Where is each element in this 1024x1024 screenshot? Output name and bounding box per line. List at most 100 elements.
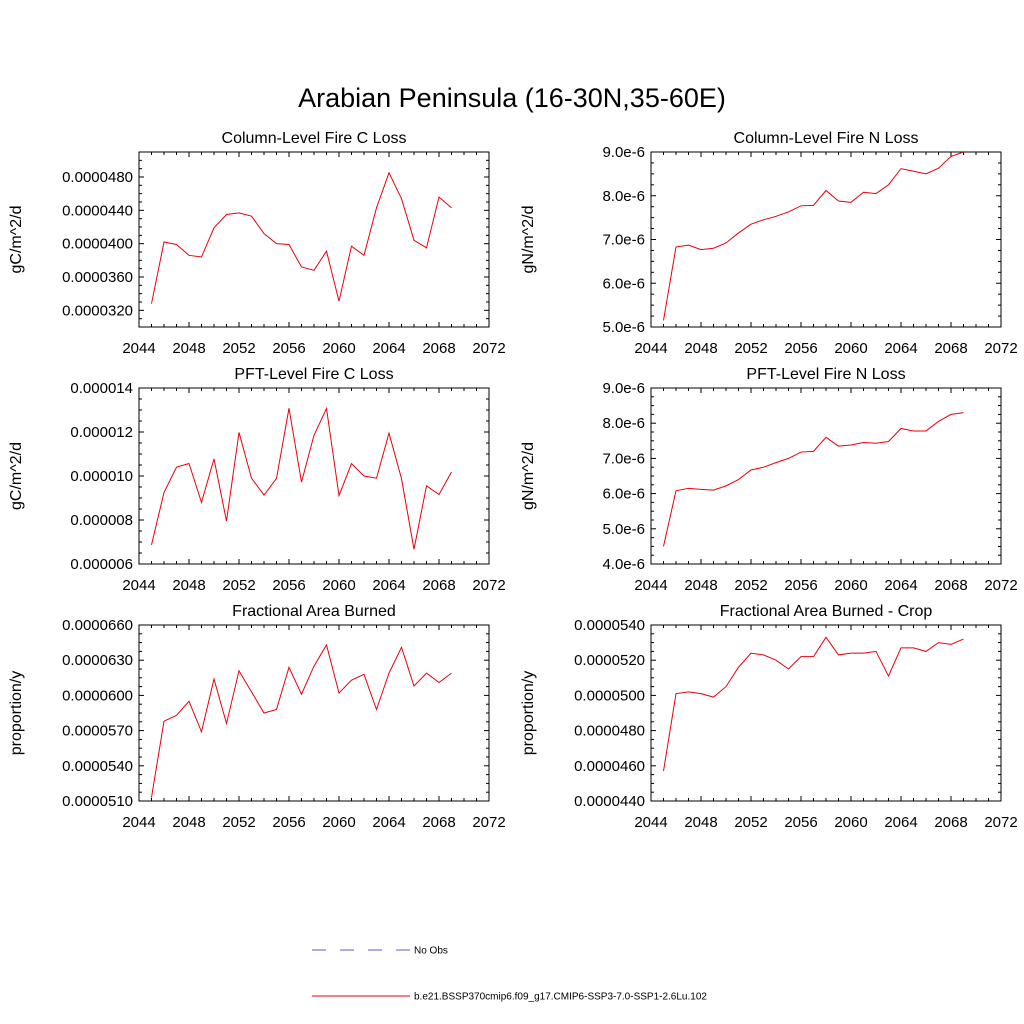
x-tick-label: 2052 <box>734 340 767 357</box>
x-tick-label: 2056 <box>272 814 305 831</box>
figure-title: Arabian Peninsula (16-30N,35-60E) <box>298 83 726 113</box>
series-line <box>151 406 452 550</box>
y-axis-label: gN/m^2/d <box>520 442 537 510</box>
x-tick-label: 2064 <box>884 577 917 594</box>
panel-title: Column-Level Fire C Loss <box>222 130 407 147</box>
panel-title: PFT-Level Fire N Loss <box>746 366 905 383</box>
chart-panel-2: Column-Level Fire N Loss gN/m^2/d 2044 2048… <box>520 130 1018 357</box>
x-tick-label: 2072 <box>984 340 1017 357</box>
y-axis-label: gN/m^2/d <box>520 206 537 274</box>
x-tick-label: 2048 <box>172 340 205 357</box>
y-tick-label: 0.000006 <box>70 556 133 573</box>
y-axis-label: proportion/y <box>8 671 25 756</box>
legend-item-run: b.e21.BSSP370cmip6.f09_g17.CMIP6-SSP3-7.… <box>312 992 707 1003</box>
chart-panel-5: Fractional Area Burned proportion/y 2044 20… <box>8 603 506 831</box>
x-tick-label: 2068 <box>422 814 455 831</box>
panel-title: Fractional Area Burned <box>232 603 396 620</box>
panels: Column-Level Fire C Loss gC/m^2/d 2044 2048… <box>8 130 1018 831</box>
x-tick-label: 2072 <box>472 340 505 357</box>
chart-panel-6: Fractional Area Burned - Crop proportion/… <box>520 603 1018 831</box>
chart-panel-1: Column-Level Fire C Loss gC/m^2/d 2044 2048… <box>8 130 506 357</box>
x-tick-label: 2052 <box>734 577 767 594</box>
series-line <box>663 152 964 321</box>
y-tick-label: 0.0000480 <box>574 723 645 740</box>
y-tick-label: 0.0000500 <box>574 687 645 704</box>
x-tick-label: 2064 <box>372 340 405 357</box>
x-tick-label: 2064 <box>372 814 405 831</box>
x-tick-label: 2060 <box>834 814 867 831</box>
y-tick-label: 6.0e-6 <box>602 275 645 292</box>
panel-title: Column-Level Fire N Loss <box>734 130 919 147</box>
y-tick-label: 0.0000480 <box>62 169 133 186</box>
x-tick-label: 2060 <box>322 814 355 831</box>
chart-panel-4: PFT-Level Fire N Loss gN/m^2/d 2044 2048 205… <box>520 366 1018 594</box>
y-tick-label: 0.0000660 <box>62 617 133 634</box>
x-tick-label: 2072 <box>472 577 505 594</box>
x-tick-label: 2068 <box>422 577 455 594</box>
x-tick-label: 2072 <box>472 814 505 831</box>
y-tick-label: 0.0000360 <box>62 269 133 286</box>
series-line <box>663 412 964 547</box>
x-tick-label: 2064 <box>884 340 917 357</box>
y-tick-label: 9.0e-6 <box>602 144 645 161</box>
panel-title: PFT-Level Fire C Loss <box>234 366 393 383</box>
y-tick-label: 8.0e-6 <box>602 188 645 205</box>
y-tick-label: 0.000014 <box>70 380 133 397</box>
x-tick-label: 2044 <box>634 814 667 831</box>
legend-label-no-obs: No Obs <box>414 946 448 957</box>
y-tick-label: 0.0000510 <box>62 793 133 810</box>
x-tick-label: 2044 <box>122 340 155 357</box>
y-tick-label: 0.0000320 <box>62 302 133 319</box>
x-tick-label: 2056 <box>272 577 305 594</box>
x-tick-label: 2052 <box>222 814 255 831</box>
x-tick-label: 2056 <box>784 577 817 594</box>
x-tick-label: 2068 <box>934 340 967 357</box>
x-tick-label: 2056 <box>784 340 817 357</box>
x-tick-label: 2068 <box>934 577 967 594</box>
series-line <box>663 636 964 772</box>
y-tick-label: 0.0000630 <box>62 652 133 669</box>
y-tick-label: 0.000008 <box>70 512 133 529</box>
x-tick-label: 2060 <box>322 577 355 594</box>
y-axis-label: gC/m^2/d <box>8 442 25 510</box>
y-tick-label: 0.000012 <box>70 424 133 441</box>
x-tick-label: 2064 <box>884 814 917 831</box>
x-tick-label: 2060 <box>834 340 867 357</box>
y-tick-label: 4.0e-6 <box>602 556 645 573</box>
x-tick-label: 2044 <box>634 577 667 594</box>
y-tick-label: 0.0000600 <box>62 687 133 704</box>
y-axis-label: proportion/y <box>520 671 537 756</box>
x-tick-label: 2048 <box>684 577 717 594</box>
y-tick-label: 0.0000440 <box>62 202 133 219</box>
legend: No Obs b.e21.BSSP370cmip6.f09_g17.CMIP6-… <box>312 946 707 1003</box>
x-tick-label: 2044 <box>122 577 155 594</box>
y-tick-label: 9.0e-6 <box>602 380 645 397</box>
series-line <box>151 643 452 798</box>
y-tick-label: 0.0000540 <box>574 617 645 634</box>
y-tick-label: 0.0000400 <box>62 236 133 253</box>
y-tick-label: 5.0e-6 <box>602 319 645 336</box>
y-tick-label: 8.0e-6 <box>602 415 645 432</box>
x-tick-label: 2064 <box>372 577 405 594</box>
legend-label-run: b.e21.BSSP370cmip6.f09_g17.CMIP6-SSP3-7.… <box>414 992 707 1003</box>
x-tick-label: 2056 <box>784 814 817 831</box>
x-tick-label: 2072 <box>984 577 1017 594</box>
x-tick-label: 2060 <box>322 340 355 357</box>
series-line <box>151 171 452 304</box>
x-tick-label: 2044 <box>122 814 155 831</box>
y-tick-label: 0.0000440 <box>574 793 645 810</box>
y-tick-label: 7.0e-6 <box>602 450 645 467</box>
y-tick-label: 0.000010 <box>70 468 133 485</box>
x-tick-label: 2052 <box>222 577 255 594</box>
y-tick-label: 0.0000540 <box>62 758 133 775</box>
y-axis-label: gC/m^2/d <box>8 206 25 274</box>
x-tick-label: 2072 <box>984 814 1017 831</box>
panel-title: Fractional Area Burned - Crop <box>720 603 933 620</box>
y-tick-label: 6.0e-6 <box>602 486 645 503</box>
x-tick-label: 2048 <box>684 340 717 357</box>
x-tick-label: 2048 <box>172 814 205 831</box>
chart-panel-3: PFT-Level Fire C Loss gC/m^2/d 2044 2048 205… <box>8 366 506 594</box>
y-tick-label: 5.0e-6 <box>602 521 645 538</box>
